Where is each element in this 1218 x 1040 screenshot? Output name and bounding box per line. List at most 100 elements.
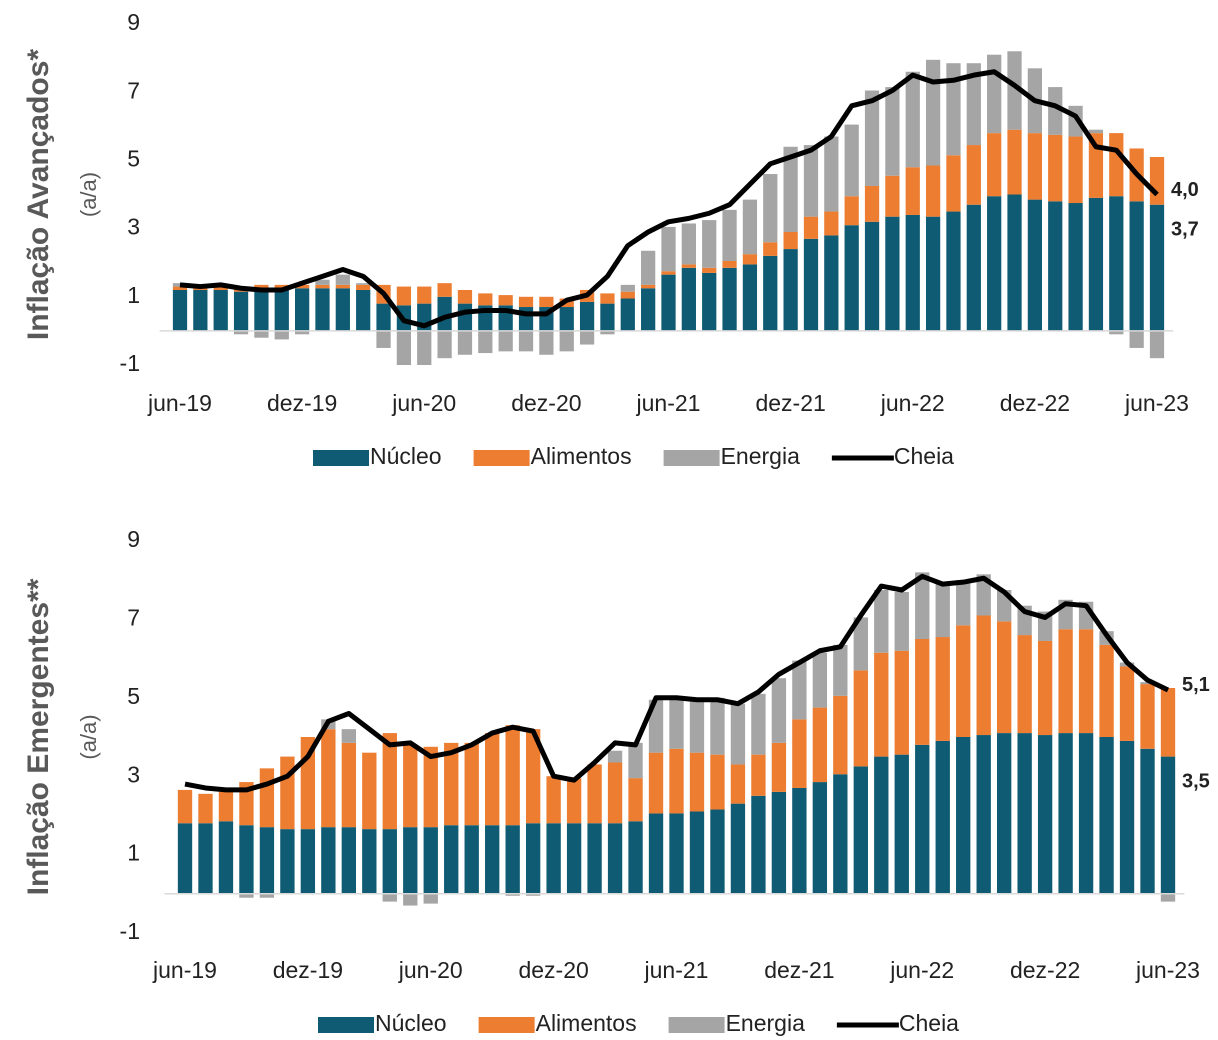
bar-segment	[812, 707, 828, 783]
bar-segment	[628, 778, 643, 822]
bar-segment	[792, 660, 807, 720]
y-tick-label: 7	[127, 77, 140, 103]
bar-segment	[824, 211, 839, 236]
bar-segment	[300, 829, 316, 894]
x-tick-label: jun-22	[889, 957, 954, 983]
bar-segment	[966, 145, 981, 205]
bar-segment	[478, 330, 493, 354]
bar-segment	[925, 216, 941, 331]
bar-segment	[833, 644, 848, 696]
bar-segment	[1007, 129, 1022, 195]
bar-segment	[587, 823, 602, 894]
x-tick-label: jun-22	[880, 390, 945, 416]
bar-segment	[833, 774, 848, 894]
bar-segment	[607, 823, 623, 894]
bar-segment	[915, 639, 930, 745]
bar-segment	[1007, 51, 1022, 130]
bar-segment	[607, 762, 623, 824]
bar-segment	[1149, 156, 1165, 205]
bar-segment	[771, 678, 787, 743]
bar-segment	[628, 742, 643, 779]
bar-segment	[925, 165, 941, 217]
bar-segment	[600, 293, 615, 304]
bar-segment	[1109, 196, 1124, 331]
bar-segment	[946, 211, 961, 331]
bar-segment	[681, 267, 696, 331]
bar-segment	[315, 288, 330, 331]
bar-segment	[689, 699, 705, 753]
bar-segment	[783, 146, 798, 233]
bar-segment	[742, 264, 758, 331]
bar-segment	[1140, 684, 1155, 749]
bar-segment	[722, 209, 737, 261]
annotation: 5,1	[1182, 674, 1210, 696]
bar-segment	[874, 652, 889, 757]
bar-segment	[417, 330, 432, 365]
bar-segment	[546, 776, 561, 824]
bar-segment	[457, 303, 473, 331]
bar-segment	[559, 330, 574, 352]
bar-segment	[641, 250, 656, 285]
bar-segment	[812, 782, 828, 894]
bar-segment	[315, 284, 330, 289]
bar-segment	[1048, 87, 1063, 135]
bar-segment	[730, 764, 746, 804]
bar-segment	[751, 754, 766, 796]
bar-segment	[295, 284, 310, 289]
line-series	[184, 573, 1170, 793]
bar-segment	[803, 145, 819, 217]
bar-segment	[1048, 134, 1063, 202]
bar-segment	[376, 303, 391, 331]
bar-segment	[702, 272, 717, 331]
annotation: 3,7	[1171, 219, 1199, 241]
bar-segment	[254, 330, 269, 338]
bar-segment	[742, 199, 758, 255]
bar-segment	[689, 811, 705, 894]
bar-segment	[987, 133, 1002, 197]
bar-segment	[730, 703, 746, 765]
y-tick-label: 5	[127, 683, 140, 709]
x-tick-label: jun-19	[147, 390, 212, 416]
bar-segment	[464, 825, 479, 894]
bar-segment	[457, 289, 473, 304]
x-tick-label: dez-20	[518, 957, 588, 983]
legend-label: Núcleo	[375, 1010, 447, 1036]
bar-segment	[783, 232, 798, 250]
bar-segment	[498, 330, 513, 352]
bar-segment	[259, 827, 275, 894]
bar-segment	[600, 303, 615, 331]
bar-segment	[172, 289, 188, 331]
x-tick-label: jun-21	[636, 390, 701, 416]
bar-segment	[925, 59, 941, 166]
legend-label: Energia	[721, 443, 800, 469]
y-tick-label: 1	[127, 840, 140, 866]
bar-segment	[213, 286, 228, 290]
bar-segment	[1017, 733, 1032, 894]
bar-segment	[763, 242, 778, 256]
bar-segment	[641, 284, 656, 289]
bar-segment	[518, 296, 534, 308]
bar-segment	[864, 90, 880, 186]
y-tick-label: 9	[127, 526, 140, 552]
bar-segment	[396, 286, 412, 306]
line-series	[179, 69, 1159, 329]
bar-segment	[702, 220, 717, 268]
bar-segment	[341, 742, 357, 828]
bar-segment	[661, 274, 676, 331]
bar-segment	[956, 625, 971, 737]
bar-segment	[771, 791, 787, 894]
x-tick-label: jun-23	[1124, 390, 1189, 416]
legend-label: Alimentos	[531, 443, 632, 469]
bar-segment	[894, 754, 909, 894]
bar-segment	[751, 795, 766, 894]
bar-segment	[274, 289, 289, 331]
x-tick-label: dez-19	[267, 390, 337, 416]
bar-segment	[1160, 756, 1176, 894]
bar-segment	[356, 283, 371, 285]
bar-segment	[382, 733, 397, 830]
x-tick-label: dez-22	[1010, 957, 1080, 983]
bar-segment	[763, 255, 778, 331]
annotation: 4,0	[1171, 179, 1199, 201]
legend-swatch	[318, 1017, 374, 1033]
bar-segment	[396, 330, 412, 365]
